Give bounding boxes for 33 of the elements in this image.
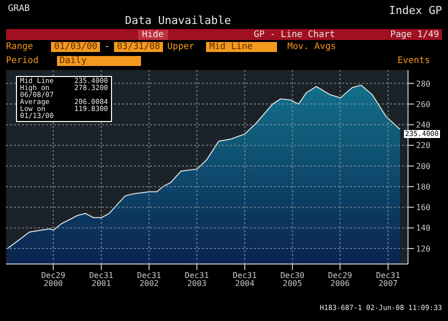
text: GRAB [8,4,30,14]
y-tick-label: 140 [416,224,431,233]
chart-subtitle: GP - Line Chart [254,30,335,40]
y-tick-label: 180 [416,182,431,192]
y-tick-label: 160 [416,203,431,212]
y-tick-label: 200 [416,162,431,171]
text: Range [6,42,34,52]
text: Period [6,56,39,66]
text: 03/31/08 [114,42,164,52]
text: Mov. Avgs [287,42,336,52]
x-tick-label: Dec30 2005 [280,271,305,288]
text: Hide [138,30,168,40]
y-tick-label: 220 [416,141,431,150]
y-tick-label: 260 [416,100,431,109]
x-tick-label: Dec29 2006 [328,271,352,288]
x-tick-label: Dec31 2001 [89,271,114,288]
x-tick-label: Dec31 2004 [232,271,257,288]
y-tick-label: 280 [416,79,431,88]
chart-title: Data Unavailable [125,14,231,27]
x-tick-label: Dec31 2003 [184,271,210,288]
x-tick-label: Dec31 2007 [376,271,400,288]
text: Daily [56,56,141,66]
text: Upper [167,42,194,52]
y-tick-label: 240 [416,120,431,130]
text: Page 1/49 [390,30,439,40]
text: 01/03/00 [51,42,100,52]
x-tick-label: Dec29 2000 [41,271,66,288]
y-tick-label: 120 [416,244,431,254]
text: Mid Line [206,42,278,52]
text: Index GP [389,4,442,17]
text: - [104,42,110,52]
text: Events [397,56,430,66]
x-tick-label: Dec31 2002 [137,271,162,288]
